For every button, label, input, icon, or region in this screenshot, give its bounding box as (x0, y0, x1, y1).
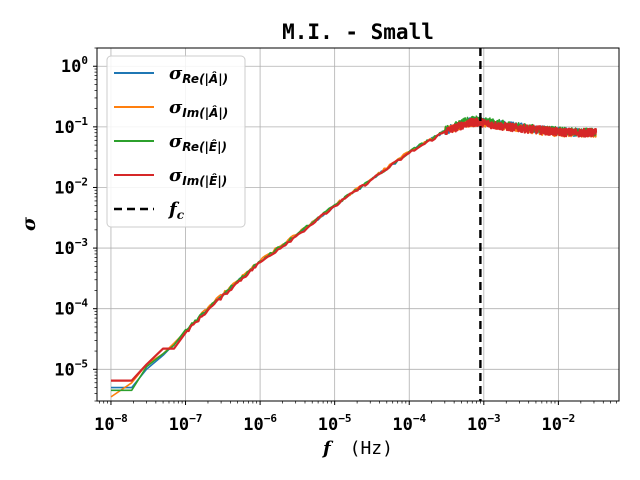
x-tick-label-base: 10 (318, 415, 338, 435)
y-tick-label: 10−5 (54, 357, 88, 380)
legend-label-subscript: Im(|Ê|) (182, 173, 227, 188)
y-tick-label-base: 10 (61, 57, 81, 77)
y-tick-label-exponent: −4 (75, 297, 89, 310)
y-tick-label-exponent: 0 (81, 54, 88, 67)
legend-label-symbol: σ (169, 97, 183, 118)
y-tick-label-base: 10 (54, 239, 74, 259)
y-tick-label-base: 10 (54, 360, 74, 380)
y-tick-label-base: 10 (54, 178, 74, 198)
legend: σRe(|Â|)σIm(|Â|)σRe(|Ê|)σIm(|Ê|)fc (106, 55, 246, 228)
legend-label-4: σIm(|Ê|) (169, 165, 227, 188)
axis-ticks: 10−8 10−7 10−6 10−5 10−4 10−3 10−210−510−410−3… (54, 47, 617, 435)
y-tick-label-exponent: −2 (75, 175, 88, 188)
chart-title: M.I. - Small (282, 20, 434, 44)
y-tick-label: 10−2 (54, 175, 88, 198)
x-axis-label: f (Hz) (321, 438, 393, 459)
x-tick-label-exponent: −5 (338, 412, 351, 425)
y-tick-label-base: 10 (54, 118, 74, 138)
y-axis-label: σ (18, 216, 40, 231)
legend-label-subscript: Re(|Â|) (182, 71, 228, 86)
x-tick-label: 10−5 (318, 412, 352, 435)
x-axis-label-symbol: f (321, 438, 334, 459)
x-tick-label-exponent: −8 (115, 412, 128, 425)
legend-label-symbol: σ (169, 165, 183, 186)
x-tick-label-exponent: −2 (562, 412, 575, 425)
x-tick-label: 10−7 (169, 412, 203, 435)
legend-label-3: σRe(|Ê|) (169, 131, 227, 154)
x-tick-label: 10−6 (243, 412, 277, 435)
x-tick-label-base: 10 (169, 415, 189, 435)
x-tick-label-base: 10 (392, 415, 412, 435)
legend-label-symbol: σ (169, 63, 183, 84)
x-tick-label-base: 10 (467, 415, 487, 435)
legend-label-symbol: σ (169, 131, 183, 152)
y-tick-label: 10−3 (54, 236, 88, 259)
legend-label-subscript: Im(|Â|) (182, 105, 228, 120)
y-tick-label-base: 10 (54, 300, 74, 320)
series-layer (110, 115, 598, 398)
x-tick-label-exponent: −6 (264, 412, 278, 425)
x-tick-label: 10−8 (94, 412, 128, 435)
y-tick-label-exponent: −3 (75, 236, 88, 249)
x-tick-label: 10−2 (542, 412, 576, 435)
x-tick-label-base: 10 (542, 415, 562, 435)
x-tick-label: 10−3 (467, 412, 501, 435)
x-tick-label: 10−4 (392, 412, 426, 435)
y-tick-label: 10−4 (54, 297, 88, 320)
legend-label-2: σIm(|Â|) (169, 97, 228, 120)
x-axis-label-unit: (Hz) (350, 438, 393, 459)
y-tick-label-exponent: −5 (75, 357, 88, 370)
plot-frame (96, 47, 620, 402)
legend-box (106, 55, 246, 228)
legend-label-subscript: Re(|Ê|) (182, 139, 227, 154)
series-line-4 (111, 117, 598, 382)
x-tick-label-base: 10 (243, 415, 263, 435)
legend-label-1: σRe(|Â|) (169, 63, 228, 86)
y-tick-label-exponent: −1 (75, 115, 89, 128)
x-tick-label-exponent: −3 (487, 412, 500, 425)
x-tick-label-exponent: −4 (413, 412, 427, 425)
x-tick-label-exponent: −7 (189, 412, 202, 425)
x-tick-label-base: 10 (94, 415, 114, 435)
legend-label-subscript: c (177, 208, 185, 222)
y-tick-label: 100 (61, 54, 88, 77)
y-tick-label: 10−1 (54, 115, 88, 138)
